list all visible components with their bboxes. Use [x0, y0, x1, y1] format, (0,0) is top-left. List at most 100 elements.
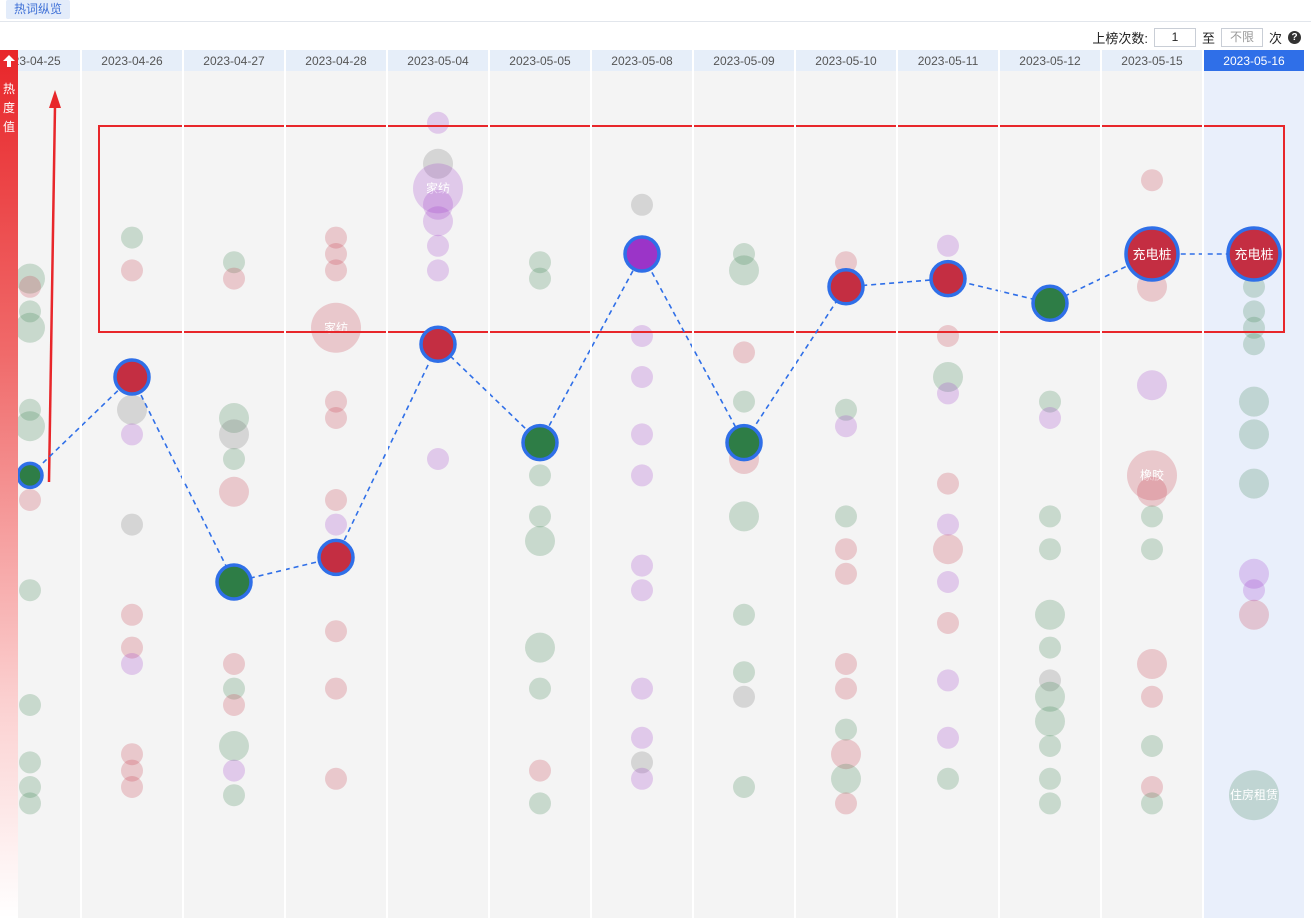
- bubble[interactable]: [631, 579, 653, 602]
- bubble[interactable]: [529, 267, 551, 290]
- date-header[interactable]: [0, 50, 80, 71]
- bubble[interactable]: [325, 620, 347, 643]
- bubble[interactable]: [729, 255, 759, 286]
- bubble[interactable]: [19, 398, 41, 421]
- bubble[interactable]: [733, 776, 755, 798]
- bubble[interactable]: [525, 632, 555, 663]
- highlight-point[interactable]: [623, 235, 661, 273]
- bubble[interactable]: [19, 776, 41, 798]
- highlight-point[interactable]: [419, 325, 457, 363]
- bubble[interactable]: [529, 792, 551, 815]
- bubble[interactable]: [19, 751, 41, 774]
- bubble[interactable]: [631, 767, 653, 790]
- date-header[interactable]: [184, 50, 284, 71]
- bubble[interactable]: [835, 792, 857, 815]
- bubble[interactable]: [19, 694, 41, 716]
- date-header[interactable]: [388, 50, 488, 71]
- bubble[interactable]: [15, 411, 45, 442]
- bubble[interactable]: [325, 390, 347, 413]
- bubble[interactable]: [733, 603, 755, 626]
- bubble[interactable]: [1141, 792, 1163, 815]
- bubble[interactable]: [835, 251, 857, 274]
- bubble[interactable]: [121, 259, 143, 282]
- bubble[interactable]: [1137, 649, 1167, 679]
- bubble[interactable]: [223, 251, 245, 274]
- bubble[interactable]: [325, 677, 347, 700]
- bubble[interactable]: [733, 390, 755, 413]
- highlight-point[interactable]: [521, 423, 559, 462]
- bubble[interactable]: [427, 259, 449, 282]
- bubble[interactable]: [219, 419, 249, 450]
- bubble[interactable]: [937, 669, 959, 692]
- bubble[interactable]: [1039, 792, 1061, 815]
- bubble[interactable]: [223, 653, 245, 675]
- bubble[interactable]: [1141, 776, 1163, 798]
- bubble[interactable]: [413, 163, 463, 214]
- bubble[interactable]: [19, 300, 41, 323]
- bubble[interactable]: [1039, 538, 1061, 561]
- bubble[interactable]: [631, 366, 653, 388]
- bubble[interactable]: [1239, 386, 1269, 417]
- bubble[interactable]: [733, 341, 755, 364]
- bubble[interactable]: [223, 448, 245, 470]
- date-header[interactable]: [1102, 50, 1202, 71]
- bubble[interactable]: [631, 423, 653, 446]
- tab-hotword-overview[interactable]: 热词纵览: [6, 0, 71, 19]
- bubble[interactable]: [325, 243, 347, 265]
- bubble[interactable]: [835, 398, 857, 421]
- bubble[interactable]: [1035, 706, 1065, 737]
- bubble[interactable]: [1243, 333, 1265, 356]
- bubble[interactable]: [121, 423, 143, 446]
- bubble[interactable]: [529, 464, 551, 487]
- bubble[interactable]: [1141, 538, 1163, 561]
- bubble[interactable]: [325, 513, 347, 536]
- bubble[interactable]: [631, 325, 653, 347]
- date-header[interactable]: [490, 50, 590, 71]
- bubble[interactable]: [325, 767, 347, 790]
- date-header[interactable]: [898, 50, 998, 71]
- bubble[interactable]: [631, 554, 653, 577]
- bubble[interactable]: [219, 731, 249, 761]
- bubble[interactable]: [525, 526, 555, 556]
- bubble[interactable]: [1239, 468, 1269, 499]
- bubble[interactable]: [427, 234, 449, 257]
- bubble[interactable]: [1039, 505, 1061, 528]
- bubble[interactable]: [733, 661, 755, 684]
- bubble[interactable]: [19, 489, 41, 511]
- highlight-point[interactable]: [215, 563, 253, 601]
- bubble[interactable]: [529, 505, 551, 528]
- date-header[interactable]: [796, 50, 896, 71]
- bubble[interactable]: [937, 513, 959, 536]
- bubble[interactable]: [631, 464, 653, 487]
- highlight-point[interactable]: [929, 259, 967, 298]
- bubble[interactable]: [937, 325, 959, 347]
- bubble[interactable]: [733, 243, 755, 265]
- bubble[interactable]: [1039, 767, 1061, 790]
- bubble[interactable]: [121, 653, 143, 675]
- highlight-point[interactable]: [827, 268, 865, 306]
- bubble[interactable]: [121, 776, 143, 798]
- bubble[interactable]: [937, 472, 959, 495]
- bubble[interactable]: [121, 603, 143, 626]
- bubble[interactable]: [937, 612, 959, 634]
- bubble[interactable]: [1229, 770, 1279, 821]
- highlight-point[interactable]: [16, 461, 44, 490]
- bubble[interactable]: [937, 571, 959, 593]
- bubble[interactable]: [529, 677, 551, 700]
- bubble[interactable]: [1039, 669, 1061, 692]
- bubble[interactable]: [529, 759, 551, 782]
- highlight-point[interactable]: [317, 538, 355, 577]
- bubble[interactable]: [19, 275, 41, 298]
- bubble[interactable]: [835, 653, 857, 675]
- bubble[interactable]: [831, 763, 861, 794]
- bubble[interactable]: [937, 382, 959, 405]
- bubble[interactable]: [1127, 450, 1177, 501]
- bubble[interactable]: [835, 505, 857, 528]
- bubble[interactable]: [1141, 169, 1163, 192]
- bubble[interactable]: [835, 718, 857, 741]
- bubble[interactable]: [835, 415, 857, 438]
- bubble[interactable]: [1039, 390, 1061, 413]
- bubble[interactable]: [1137, 370, 1167, 401]
- bubble[interactable]: [15, 312, 45, 343]
- bubble[interactable]: [937, 726, 959, 749]
